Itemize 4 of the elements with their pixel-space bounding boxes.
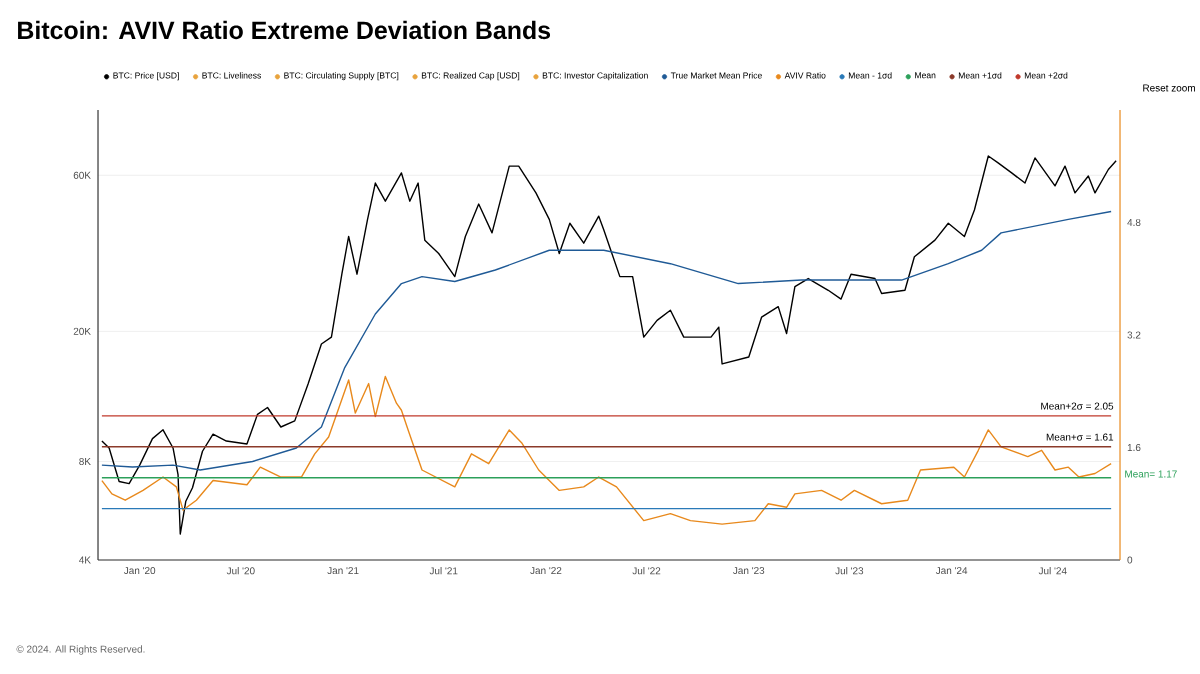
chart-title: Bitcoin: AVIV Ratio Extreme Deviation Bands <box>18 20 551 40</box>
line-series <box>101 155 1117 535</box>
line-series <box>101 375 1112 525</box>
line-series <box>101 210 1112 471</box>
